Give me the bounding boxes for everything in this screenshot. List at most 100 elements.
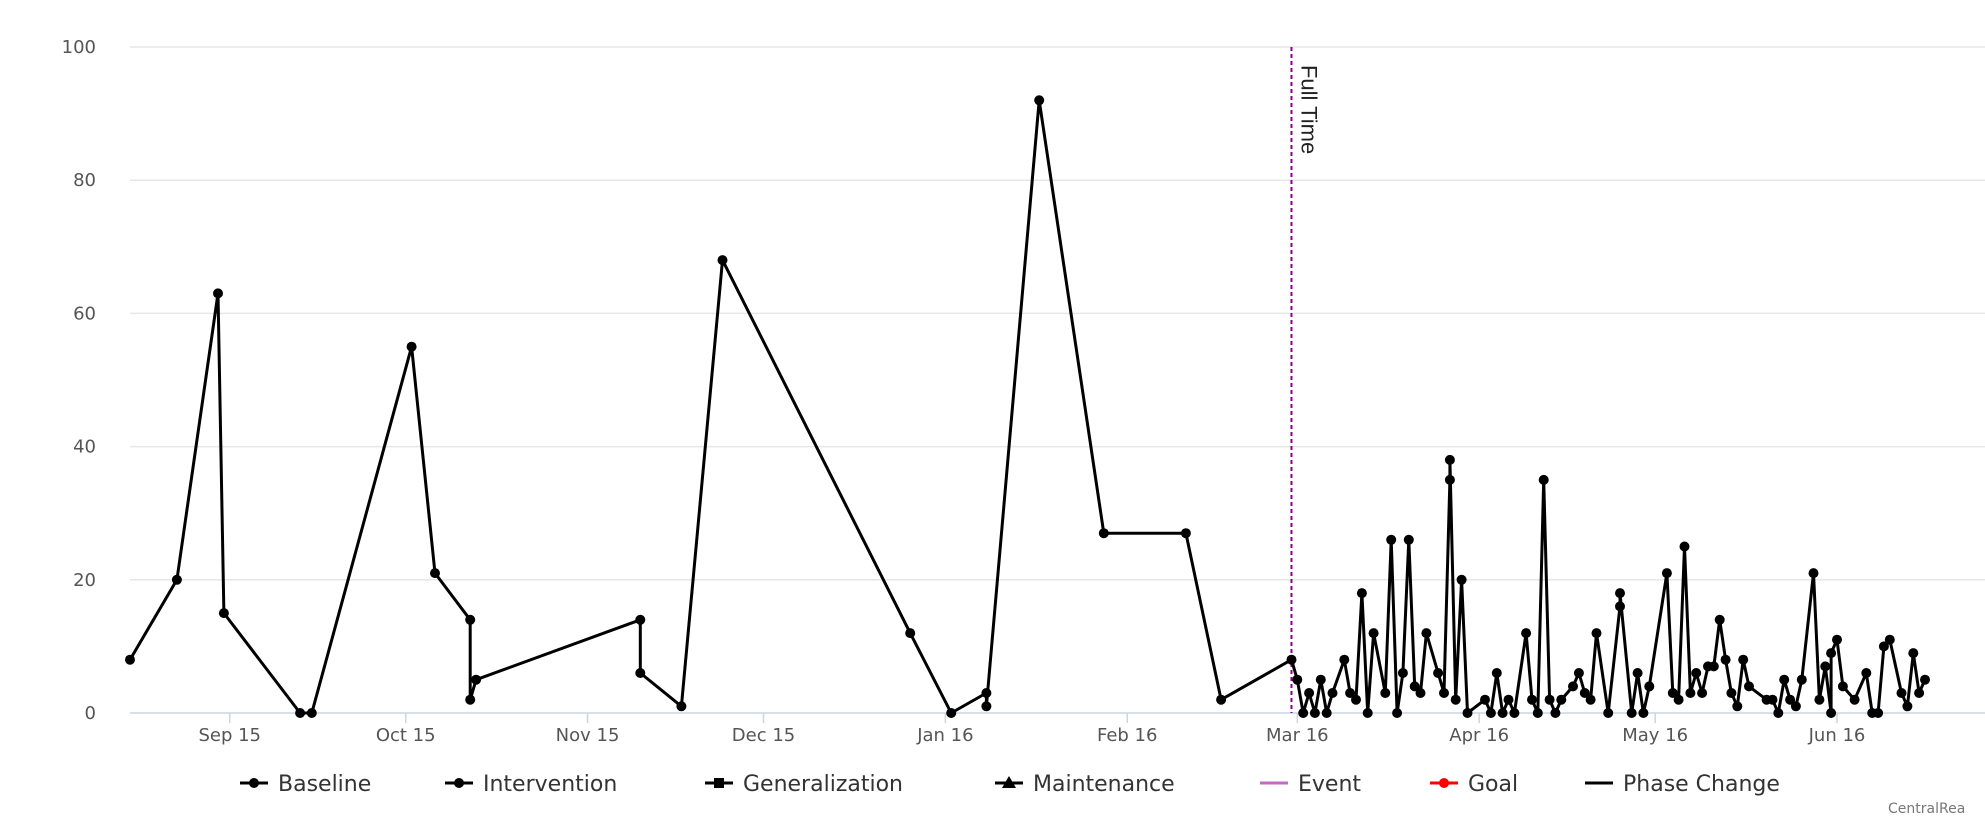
data-point-0-115: [1914, 688, 1925, 698]
data-point-0-102: [1826, 708, 1837, 718]
data-point-0-38: [1386, 534, 1397, 545]
data-point-0-4: [295, 708, 306, 718]
data-point-0-17: [981, 688, 992, 698]
data-series: [125, 95, 1930, 718]
x-tick-label-Sep-15: Sep 15: [198, 725, 261, 746]
data-point-0-9: [465, 694, 476, 705]
data-point-0-46: [1439, 688, 1449, 698]
x-tick-label-Nov-15: Nov 15: [556, 725, 620, 746]
data-point-0-98: [1796, 674, 1807, 685]
data-point-0-33: [1351, 694, 1361, 705]
data-point-0-80: [1679, 541, 1690, 552]
data-point-0-113: [1902, 701, 1913, 712]
legend-label-baseline: Baseline: [278, 772, 371, 797]
data-point-0-76: [1644, 681, 1655, 692]
data-point-0-94: [1773, 708, 1784, 718]
data-point-0-66: [1573, 668, 1584, 678]
data-point-0-59: [1527, 694, 1537, 705]
data-point-0-72: [1615, 588, 1625, 599]
data-point-0-25: [1298, 708, 1309, 718]
data-point-0-31: [1339, 654, 1350, 665]
data-point-0-41: [1403, 534, 1414, 545]
data-point-0-69: [1591, 628, 1602, 639]
data-point-0-91: [1744, 681, 1754, 692]
data-point-0-81: [1685, 688, 1696, 698]
data-point-0-95: [1779, 674, 1790, 685]
data-point-0-21: [1180, 528, 1191, 539]
data-point-0-87: [1720, 654, 1731, 665]
data-point-0-116: [1920, 674, 1930, 685]
data-point-0-35: [1362, 708, 1373, 718]
data-point-0-56: [1503, 694, 1514, 705]
data-point-0-11: [635, 614, 646, 625]
data-point-0-79: [1673, 694, 1684, 705]
data-point-0-62: [1544, 694, 1555, 705]
data-point-0-37: [1380, 688, 1391, 698]
x-tick-label-May-16: May 16: [1622, 725, 1688, 746]
data-point-0-28: [1315, 674, 1326, 685]
data-point-0-100: [1814, 694, 1825, 705]
legend-marker-maintenance: [1002, 776, 1016, 788]
data-point-0-51: [1462, 708, 1473, 718]
data-point-0-8: [465, 614, 476, 625]
data-point-0-15: [905, 628, 916, 639]
legend-label-event: Event: [1298, 772, 1361, 797]
data-point-0-99: [1808, 568, 1819, 579]
data-point-0-106: [1849, 694, 1860, 705]
data-point-0-43: [1415, 688, 1426, 698]
data-point-0-86: [1714, 614, 1725, 625]
data-point-0-45: [1433, 668, 1444, 678]
chart-credit: CentralRea: [1888, 801, 1965, 816]
data-point-0-54: [1491, 668, 1502, 678]
data-point-0-24: [1292, 674, 1303, 685]
legend-marker-goal: [1439, 778, 1449, 788]
data-point-0-6: [406, 341, 417, 352]
data-point-0-105: [1837, 681, 1848, 692]
data-point-0-1: [171, 574, 182, 585]
data-point-0-67: [1579, 688, 1590, 698]
data-point-0-110: [1878, 641, 1889, 652]
y-tick-label-80: 80: [73, 170, 96, 191]
y-tick-label-40: 40: [73, 437, 96, 458]
data-point-0-42: [1409, 681, 1420, 692]
data-point-0-36: [1368, 628, 1379, 639]
y-tick-label-20: 20: [73, 570, 96, 591]
y-tick-label-0: 0: [85, 703, 96, 724]
data-point-0-97: [1790, 701, 1801, 712]
data-point-0-3: [218, 608, 229, 619]
grid-lines: [130, 46, 1985, 714]
data-point-0-70: [1603, 708, 1614, 718]
data-point-0-103: [1826, 648, 1837, 659]
data-point-0-18: [981, 701, 992, 712]
data-point-0-2: [213, 288, 223, 299]
data-point-0-89: [1732, 701, 1743, 712]
data-point-0-93: [1767, 694, 1778, 705]
data-point-0-5: [306, 708, 317, 718]
data-point-0-30: [1327, 688, 1338, 698]
data-point-0-39: [1392, 708, 1403, 718]
data-point-0-10: [471, 674, 482, 685]
data-point-0-20: [1098, 528, 1109, 539]
data-point-0-78: [1667, 688, 1678, 698]
x-tick-label-Jan-16: Jan 16: [916, 725, 973, 746]
data-point-0-65: [1568, 681, 1578, 692]
legend-label-maintenance: Maintenance: [1033, 772, 1175, 797]
data-point-0-16: [946, 708, 957, 718]
data-point-0-34: [1356, 588, 1367, 599]
legend-label-phase-change: Phase Change: [1623, 772, 1780, 797]
legend-label-goal: Goal: [1468, 772, 1518, 797]
data-point-0-23: [1286, 654, 1297, 665]
data-point-0-58: [1521, 628, 1532, 639]
data-point-0-101: [1820, 661, 1831, 672]
data-point-0-7: [430, 568, 440, 579]
data-point-0-50: [1456, 574, 1467, 585]
data-point-0-111: [1884, 634, 1895, 645]
data-point-0-26: [1304, 688, 1315, 698]
data-point-0-71: [1615, 601, 1625, 612]
legend-marker-intervention: [454, 778, 464, 788]
x-tick-label-Dec-15: Dec 15: [732, 725, 795, 746]
data-point-0-57: [1509, 708, 1520, 718]
data-point-0-29: [1321, 708, 1332, 718]
data-point-0-77: [1661, 568, 1672, 579]
